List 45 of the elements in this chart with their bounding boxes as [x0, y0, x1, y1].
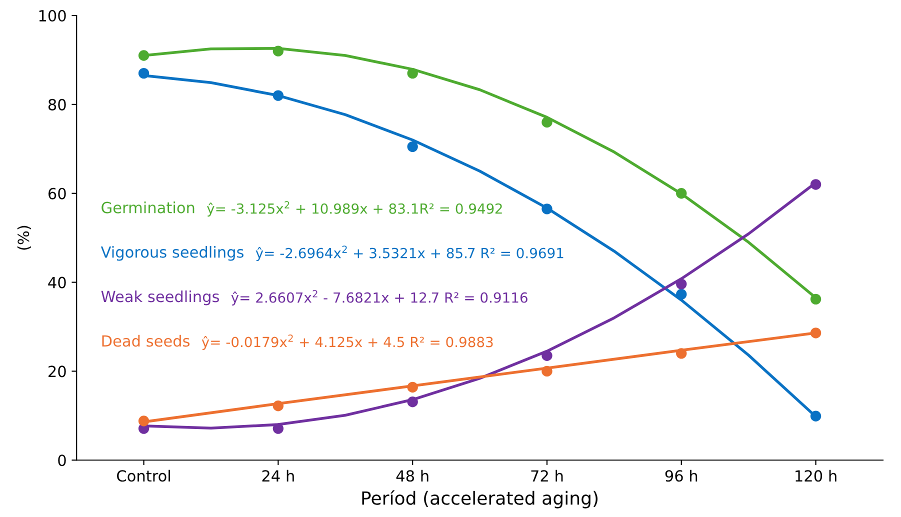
annotation: ŷ= -3.125x$^{2}$ + 10.989x + 83.1R² = 0.9492	[206, 201, 502, 217]
point	[542, 366, 552, 377]
y-tick-label: 20	[48, 366, 66, 378]
y-tick-label: 40	[48, 276, 66, 288]
point	[138, 68, 150, 79]
y-axis-title: (%)	[17, 226, 31, 250]
x-tick-label: Control	[117, 470, 170, 482]
x-tick-label: 96 h	[665, 470, 698, 482]
point	[676, 288, 687, 300]
annotation: ŷ= 2.6607x$^{2}$ - 7.6821x + 12.7 R² = 0.9116	[231, 290, 528, 306]
point	[407, 382, 418, 393]
point	[676, 278, 687, 290]
text: Weak seedlings	[101, 290, 219, 306]
y-tick-label: 100	[39, 10, 66, 22]
point	[676, 188, 687, 199]
annotation: ŷ= -2.6964x$^{2}$ + 3.5321x + 85.7 R² = 0.9691	[256, 246, 564, 262]
text: Germination	[102, 202, 194, 214]
point	[810, 179, 822, 190]
x-axis-title: Períod (accelerated aging)	[362, 490, 598, 508]
x-tick-label: 24 h	[262, 470, 294, 482]
point	[810, 328, 822, 338]
point	[676, 348, 687, 359]
point	[272, 400, 284, 412]
text: Dead seeds	[102, 334, 190, 347]
x-tick-label: 72 h	[531, 470, 563, 482]
x-tick-label: 120 h	[796, 470, 836, 482]
point	[272, 46, 284, 56]
x-tick-label: 48 h	[396, 470, 428, 482]
point	[407, 141, 418, 152]
point	[138, 50, 150, 61]
point	[407, 68, 418, 79]
y-tick-label: 0	[58, 454, 66, 466]
point	[810, 294, 822, 305]
point	[272, 423, 284, 434]
point	[407, 396, 418, 408]
point	[272, 90, 284, 101]
y-tick-label: 80	[48, 98, 66, 110]
text: Vigorous seedlings	[100, 246, 244, 261]
point	[542, 116, 552, 128]
y-tick-label: 60	[48, 188, 66, 200]
point	[542, 204, 552, 214]
annotation: ŷ= -0.0179x$^{2}$ + 4.125x + 4.5 R² = 0.9883	[202, 334, 493, 350]
point	[810, 410, 822, 422]
point	[138, 416, 150, 426]
point	[542, 350, 552, 361]
